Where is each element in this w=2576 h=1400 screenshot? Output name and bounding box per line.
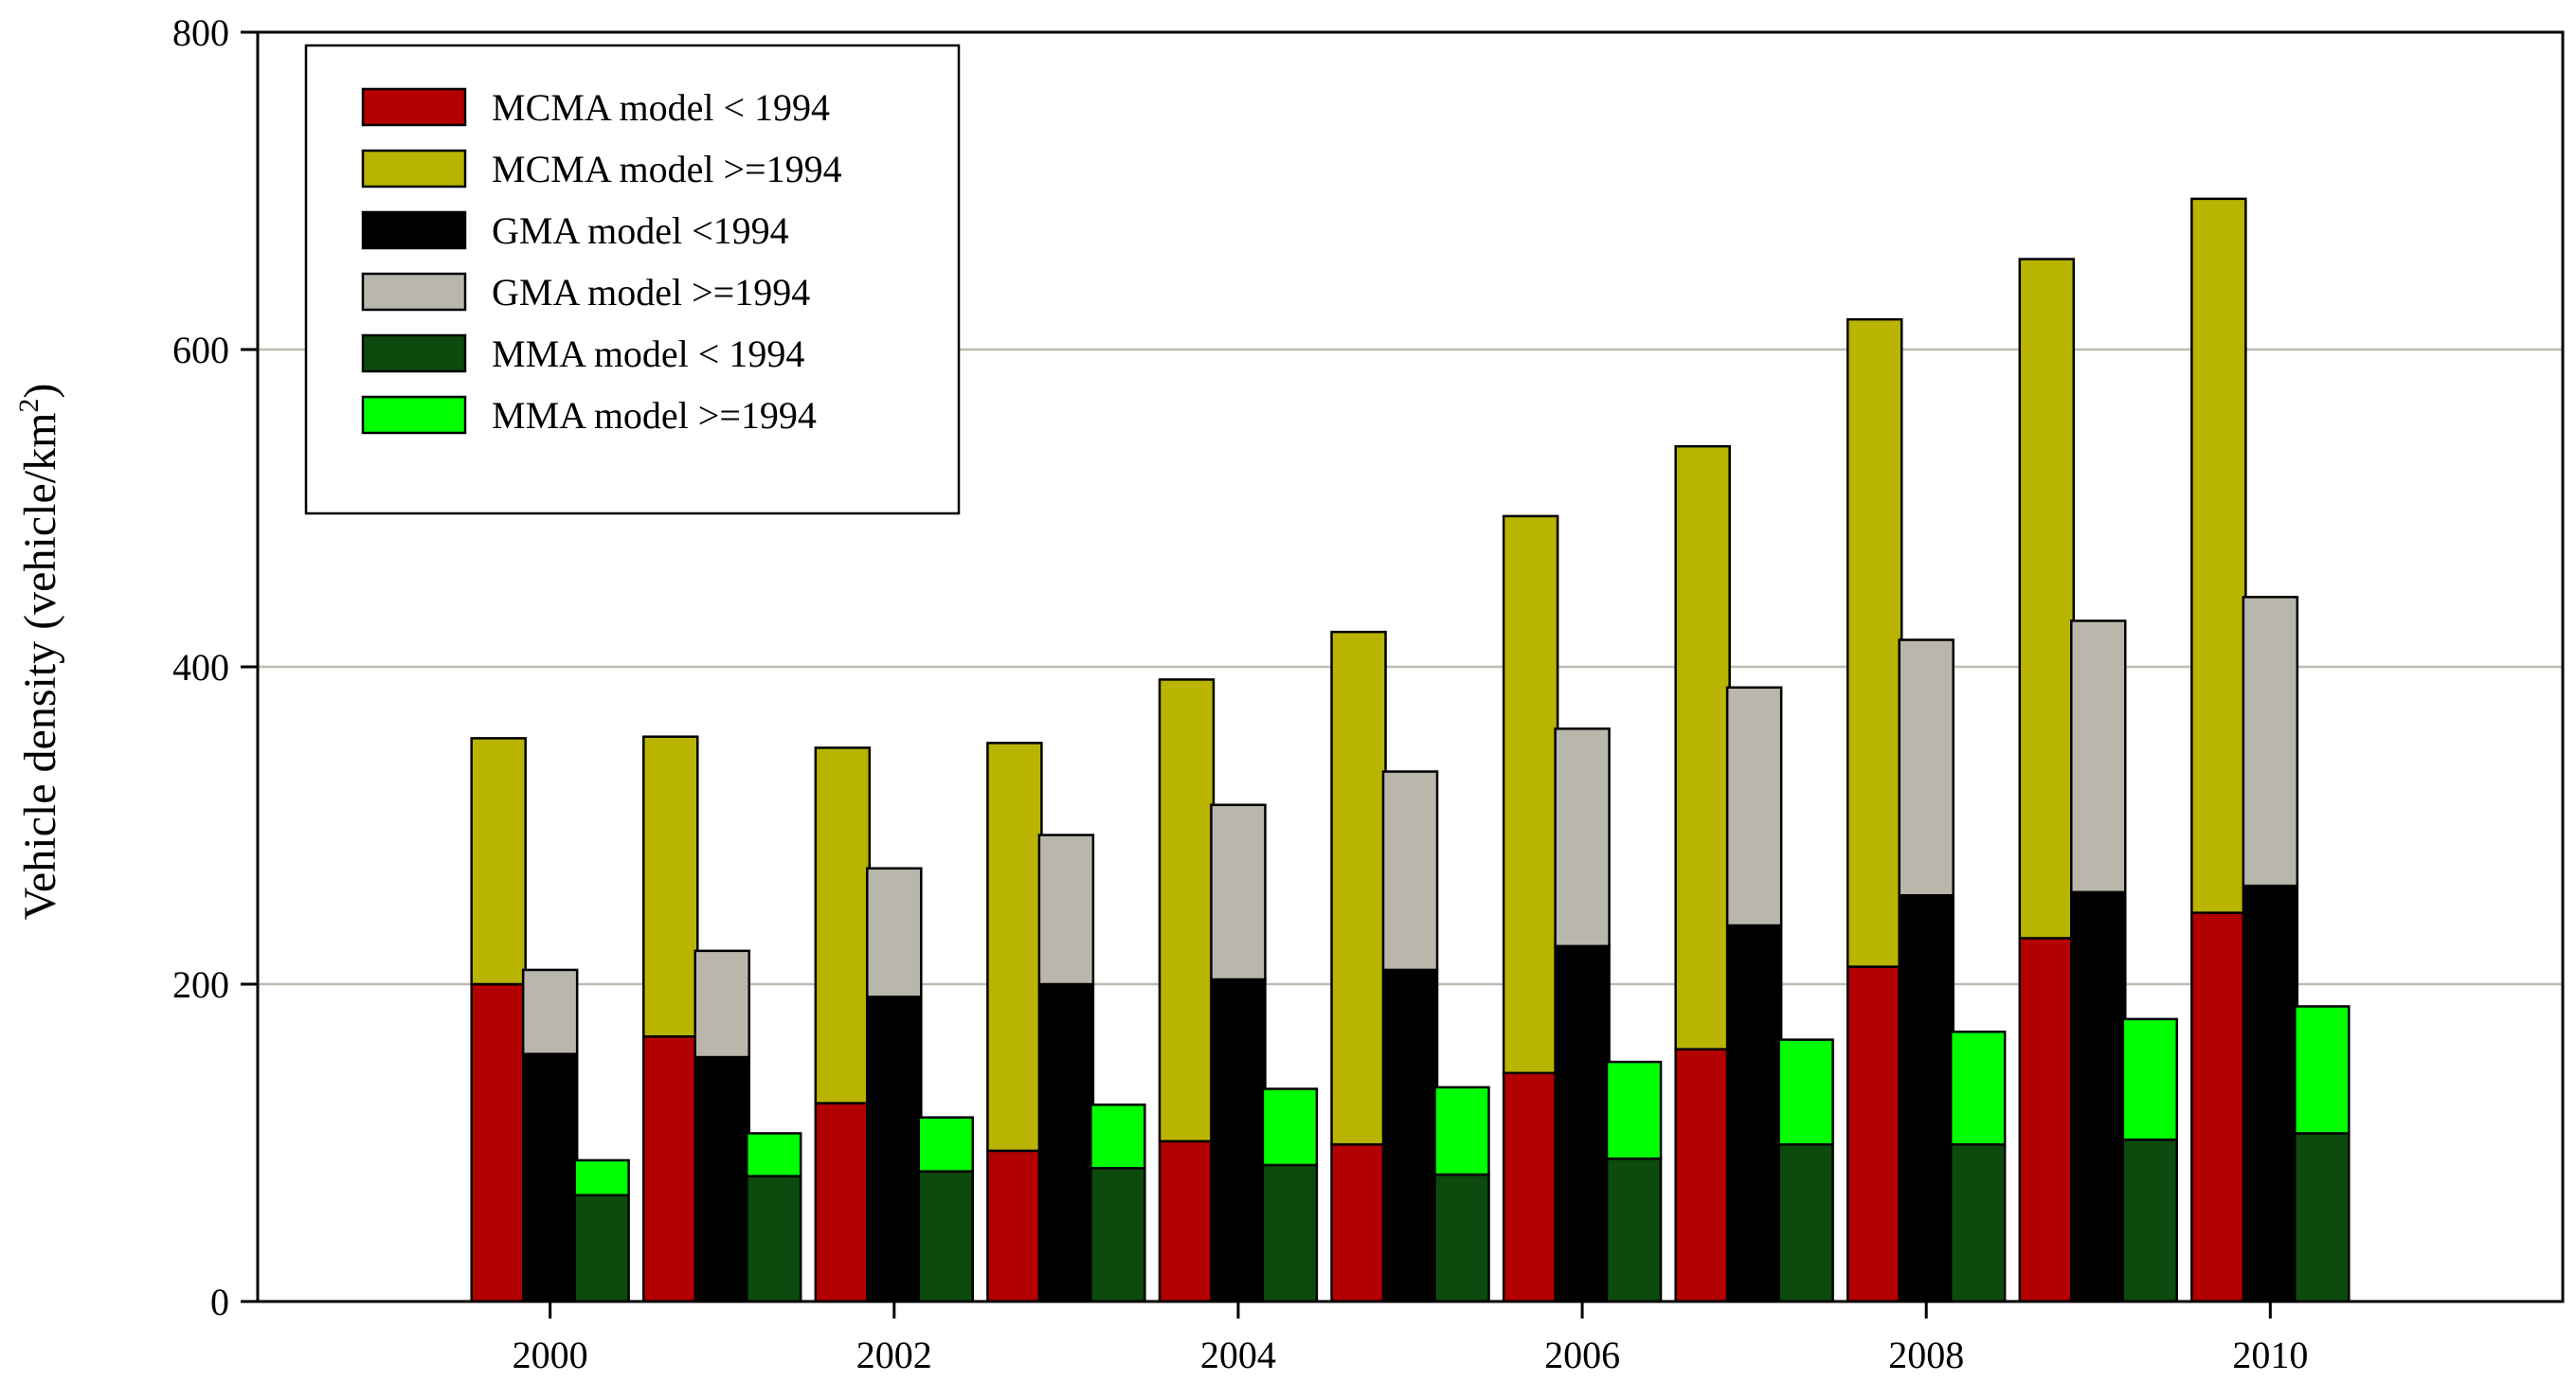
- bar-gma-pre1994-2002: [866, 996, 923, 1303]
- bar-mcma-post1994-2002: [814, 746, 872, 1104]
- x-tick-label-2006: 2006: [1544, 1334, 1620, 1376]
- bar-gma-pre1994-2004: [1210, 978, 1267, 1303]
- bar-gma-pre1994-2006: [1554, 944, 1611, 1303]
- bar-gma-post1994-2010: [2242, 596, 2299, 888]
- bar-mcma-pre1994-2006: [1502, 1071, 1559, 1303]
- bar-gma-post1994-2006: [1554, 727, 1611, 948]
- y-axis-title-text: Vehicle density (vehicle/km: [15, 413, 65, 921]
- bar-mma-pre1994-2008: [1949, 1142, 2007, 1303]
- bar-mma-post1994-2005: [1433, 1086, 1490, 1176]
- legend-swatch-2: [361, 210, 467, 250]
- bar-mma-pre1994-2009: [2121, 1138, 2178, 1303]
- bar-mcma-pre1994-2009: [2018, 937, 2076, 1303]
- bar-gma-pre1994-2008: [1898, 893, 1955, 1303]
- y-axis-title: Vehicle density (vehicle/km2): [13, 384, 65, 921]
- bar-mcma-post1994-2008: [1846, 317, 1903, 968]
- y-axis-title-superscript: 2: [13, 399, 45, 413]
- bar-mma-post1994-2010: [2294, 1005, 2351, 1135]
- legend-label-4: MMA model < 1994: [492, 332, 804, 375]
- bar-mma-pre1994-2004: [1261, 1163, 1319, 1303]
- bar-mma-pre1994-2003: [1090, 1167, 1146, 1303]
- bar-gma-pre1994-2010: [2242, 884, 2299, 1303]
- bar-mma-post1994-2006: [1605, 1060, 1663, 1160]
- bar-mma-pre1994-2001: [745, 1175, 802, 1303]
- legend-swatch-1: [361, 149, 467, 188]
- axes-layer: 0 200 400 600 800 2000 2002 2004 2006 2008 2010: [172, 11, 2565, 1376]
- bar-gma-pre1994-2005: [1381, 968, 1439, 1303]
- y-tick-label-200: 200: [172, 963, 229, 1006]
- bar-mma-post1994-2009: [2121, 1017, 2178, 1141]
- bar-gma-pre1994-2001: [694, 1055, 750, 1303]
- bar-mma-pre1994-2010: [2294, 1132, 2351, 1303]
- legend-swatch-3: [361, 272, 467, 312]
- bar-gma-pre1994-2007: [1725, 924, 1783, 1303]
- bar-mcma-post1994-2007: [1674, 444, 1731, 1050]
- bar-mma-post1994-2000: [573, 1158, 630, 1197]
- bar-mcma-pre1994-2005: [1330, 1142, 1387, 1303]
- bar-gma-pre1994-2009: [2070, 890, 2127, 1303]
- x-tick-label-2000: 2000: [513, 1334, 588, 1376]
- x-tick-label-2010: 2010: [2232, 1334, 2308, 1376]
- y-tick-label-400: 400: [172, 646, 229, 689]
- legend-swatch-4: [361, 333, 467, 373]
- legend-label-0: MCMA model < 1994: [492, 86, 830, 129]
- bar-mma-pre1994-2006: [1605, 1158, 1663, 1303]
- bar-mcma-post1994-2000: [470, 737, 527, 986]
- legend-label-1: MCMA model >=1994: [492, 148, 842, 190]
- bar-mma-pre1994-2005: [1433, 1173, 1490, 1303]
- bar-mcma-post1994-2005: [1330, 630, 1387, 1146]
- bar-gma-pre1994-2000: [521, 1052, 579, 1303]
- bar-gma-post1994-2008: [1898, 638, 1955, 897]
- bar-gma-post1994-2002: [866, 867, 923, 998]
- bar-mcma-pre1994-2008: [1846, 965, 1903, 1303]
- bar-mcma-post1994-2006: [1502, 514, 1559, 1075]
- bar-mcma-pre1994-2007: [1674, 1048, 1731, 1303]
- bar-mcma-pre1994-2004: [1158, 1140, 1216, 1303]
- bar-gma-post1994-2007: [1725, 686, 1783, 927]
- bar-gma-post1994-2005: [1381, 770, 1439, 972]
- bar-mma-post1994-2003: [1090, 1104, 1146, 1170]
- bar-gma-post1994-2009: [2070, 619, 2127, 894]
- bar-mcma-pre1994-2003: [986, 1149, 1043, 1303]
- bar-mcma-post1994-2003: [986, 742, 1043, 1153]
- bar-mcma-pre1994-2001: [642, 1035, 699, 1303]
- x-tick-label-2008: 2008: [1888, 1334, 1964, 1376]
- bar-gma-post1994-2003: [1037, 834, 1095, 986]
- x-tick-label-2004: 2004: [1200, 1334, 1276, 1376]
- bar-gma-post1994-2001: [694, 949, 750, 1059]
- bar-mcma-post1994-2004: [1158, 678, 1216, 1143]
- bar-mma-post1994-2008: [1949, 1031, 2007, 1146]
- bar-gma-post1994-2004: [1210, 803, 1267, 981]
- bar-mcma-post1994-2001: [642, 735, 699, 1038]
- bar-gma-pre1994-2003: [1037, 982, 1095, 1303]
- bar-mma-post1994-2007: [1777, 1038, 1834, 1146]
- legend-swatch-0: [361, 87, 467, 127]
- bar-mcma-post1994-2009: [2018, 258, 2076, 940]
- bar-mma-pre1994-2002: [917, 1170, 975, 1303]
- y-tick-label-0: 0: [210, 1281, 229, 1323]
- bar-mma-post1994-2001: [745, 1132, 802, 1177]
- bar-mma-pre1994-2007: [1777, 1142, 1834, 1303]
- x-tick-label-2002: 2002: [856, 1334, 932, 1376]
- legend-label-2: GMA model <1994: [492, 209, 789, 252]
- legend-label-3: GMA model >=1994: [492, 271, 810, 314]
- bar-mma-post1994-2004: [1261, 1087, 1319, 1167]
- y-tick-label-600: 600: [172, 329, 229, 371]
- bar-mcma-pre1994-2002: [814, 1102, 872, 1303]
- bar-mma-pre1994-2000: [573, 1194, 630, 1303]
- bar-mcma-pre1994-2000: [470, 982, 527, 1303]
- legend-swatch-5: [361, 395, 467, 435]
- bar-mma-post1994-2002: [917, 1116, 975, 1173]
- bar-mcma-pre1994-2010: [2190, 911, 2247, 1303]
- bar-gma-post1994-2000: [521, 968, 579, 1055]
- legend: MCMA model < 1994 MCMA model >=1994 GMA mo…: [304, 44, 961, 515]
- y-tick-label-800: 800: [172, 11, 229, 54]
- y-axis-title-close: ): [15, 384, 65, 399]
- legend-label-5: MMA model >=1994: [492, 394, 817, 437]
- bar-mcma-post1994-2010: [2190, 197, 2247, 914]
- bars-layer: [470, 197, 2351, 1303]
